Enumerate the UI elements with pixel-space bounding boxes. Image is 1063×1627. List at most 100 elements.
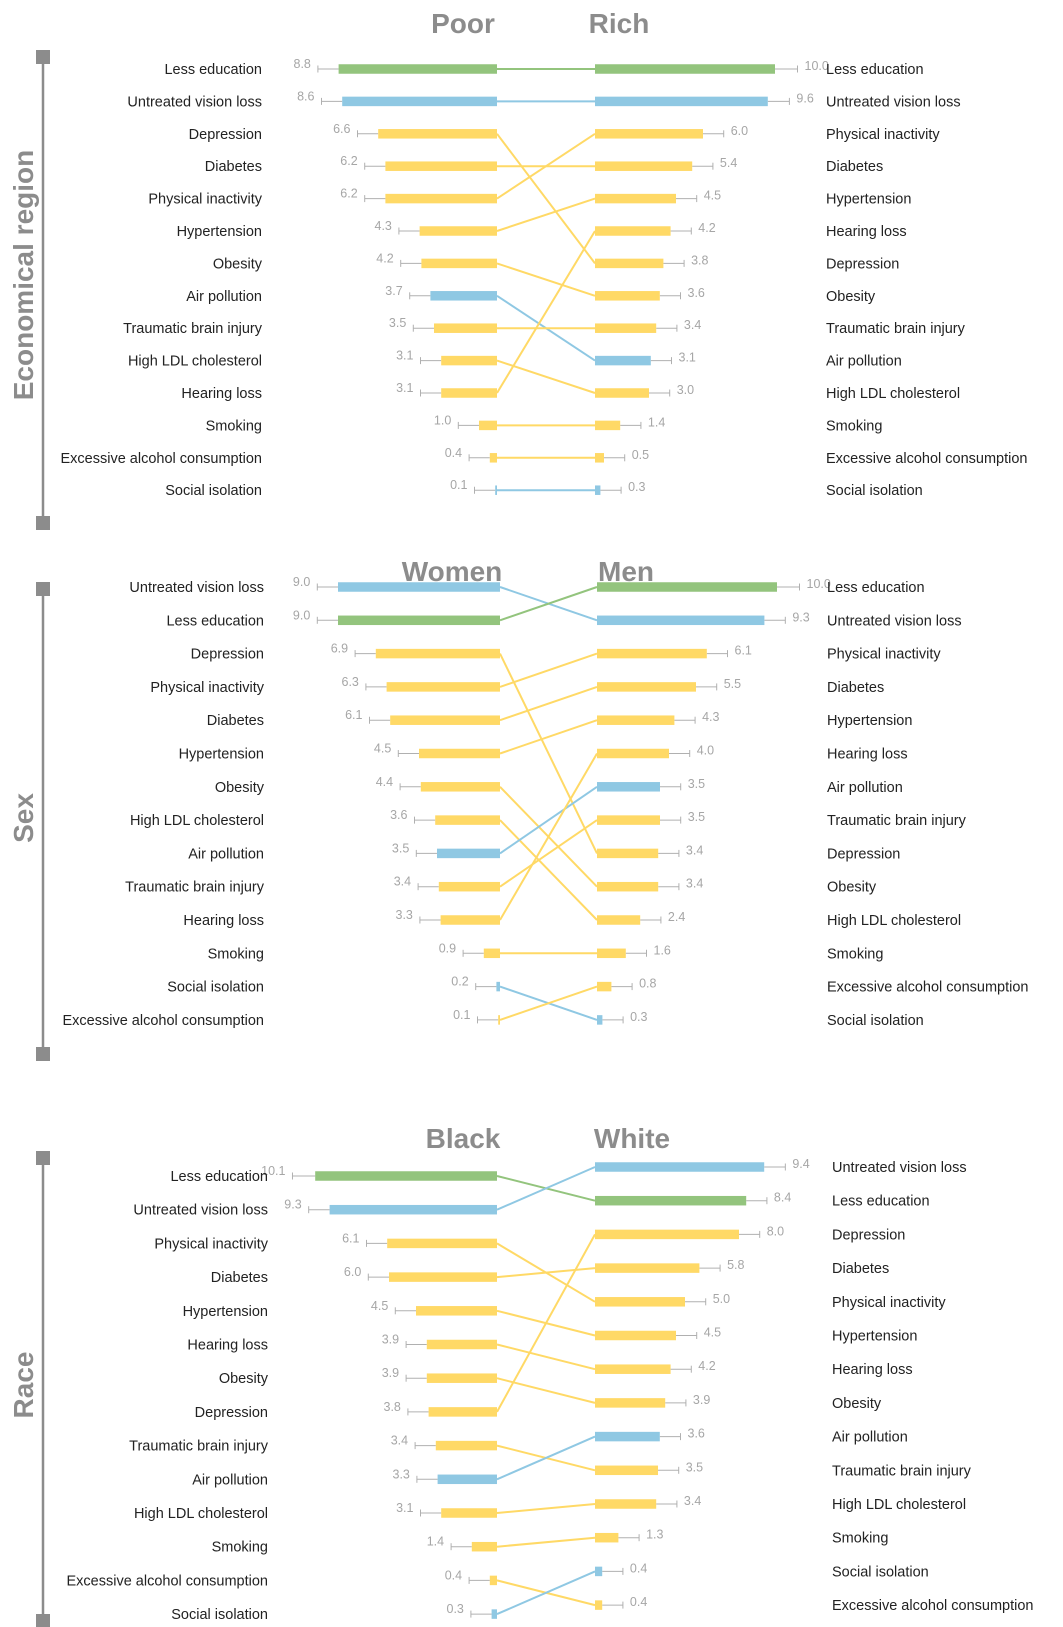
risk-factor-label-right: Untreated vision loss	[826, 94, 961, 110]
value-label-right: 3.4	[684, 318, 701, 332]
connector-line	[499, 719, 598, 755]
connector-line	[499, 685, 598, 722]
bar-left-diabetes	[385, 161, 497, 171]
bar-left-smoking	[483, 948, 500, 959]
value-label-right: 3.9	[693, 1393, 710, 1407]
risk-factor-label-right: Obesity	[832, 1396, 882, 1412]
risk-factor-label-left: Social isolation	[167, 980, 264, 996]
risk-factor-label-left: Air pollution	[188, 846, 264, 862]
risk-factor-label-right: Air pollution	[832, 1430, 908, 1446]
risk-factor-label-left: Untreated vision loss	[129, 580, 264, 596]
value-label-right: 8.0	[767, 1224, 784, 1238]
risk-factor-label-right: Less education	[826, 62, 924, 78]
bar-right-diabetes	[595, 1263, 700, 1273]
risk-factor-label-left: Air pollution	[186, 289, 262, 305]
value-label-left: 0.1	[450, 478, 467, 492]
connector-line	[496, 359, 596, 394]
section-axis-marker-bottom	[36, 1047, 50, 1061]
risk-factor-label-left: Excessive alcohol consumption	[67, 1573, 269, 1589]
value-label-right: 0.5	[632, 448, 649, 462]
risk-factor-label-left: Smoking	[206, 418, 262, 434]
value-label-left: 3.4	[394, 875, 411, 889]
risk-factor-label-left: Diabetes	[205, 159, 262, 175]
risk-factor-label-left: High LDL cholesterol	[130, 813, 264, 829]
bar-right-social-isolation	[597, 1015, 603, 1025]
value-label-right: 0.3	[628, 480, 645, 494]
value-label-left: 3.6	[390, 808, 407, 822]
risk-factor-label-right: Less education	[832, 1194, 930, 1210]
value-label-right: 10.0	[805, 59, 829, 73]
value-label-right: 6.1	[735, 644, 752, 658]
value-label-right: 4.0	[697, 744, 714, 758]
value-label-left: 4.5	[371, 1299, 388, 1313]
risk-factor-label-right: Physical inactivity	[827, 647, 941, 663]
connector-line	[499, 819, 598, 888]
value-label-right: 4.5	[704, 1326, 721, 1340]
risk-factor-label-left: Obesity	[219, 1371, 269, 1387]
bar-right-obesity	[597, 881, 659, 892]
risk-factor-label-right: Traumatic brain injury	[827, 813, 967, 829]
bar-right-high-ldl-cholesterol	[597, 915, 641, 925]
value-label-right: 3.6	[688, 1427, 705, 1441]
bar-right-smoking	[597, 948, 626, 959]
bar-left-traumatic-brain-injury	[435, 1440, 497, 1451]
risk-factor-label-left: Physical inactivity	[154, 1236, 268, 1252]
risk-factor-label-left: Less education	[170, 1169, 268, 1185]
risk-factor-label-left: Smoking	[208, 946, 264, 962]
bar-right-high-ldl-cholesterol	[595, 1499, 657, 1509]
section-axis-marker-top	[36, 582, 50, 596]
risk-factor-label-right: Air pollution	[826, 354, 902, 370]
value-label-left: 3.1	[396, 1501, 413, 1515]
right-group-title: Rich	[589, 8, 650, 39]
bar-left-hearing-loss	[440, 915, 500, 925]
risk-factor-label-right: Excessive alcohol consumption	[832, 1598, 1034, 1614]
value-label-left: 1.4	[427, 1535, 444, 1549]
risk-factor-label-left: High LDL cholesterol	[128, 354, 262, 370]
value-label-left: 4.4	[376, 775, 393, 789]
value-label-left: 3.1	[396, 381, 413, 395]
risk-factor-label-left: Depression	[195, 1405, 268, 1421]
bar-left-physical-inactivity	[386, 682, 500, 692]
value-label-left: 0.3	[447, 1602, 464, 1616]
bar-left-diabetes	[390, 715, 500, 725]
value-label-right: 0.3	[630, 1010, 647, 1024]
bar-left-high-ldl-cholesterol	[441, 1508, 497, 1518]
risk-factor-label-right: Hearing loss	[832, 1362, 913, 1378]
value-label-left: 4.5	[374, 742, 391, 756]
value-label-right: 5.4	[720, 156, 737, 170]
value-label-right: 10.0	[807, 577, 831, 591]
section-axis-marker-bottom	[36, 516, 50, 530]
value-label-right: 8.4	[774, 1191, 791, 1205]
risk-factor-label-right: Untreated vision loss	[832, 1160, 967, 1176]
bar-right-less-education	[595, 64, 775, 74]
risk-factor-label-right: Untreated vision loss	[827, 613, 962, 629]
bar-left-traumatic-brain-injury	[438, 881, 500, 892]
value-label-right: 3.5	[688, 777, 705, 791]
value-label-left: 6.3	[342, 675, 359, 689]
value-label-right: 9.6	[796, 91, 813, 105]
value-label-left: 9.3	[284, 1198, 301, 1212]
bar-left-social-isolation	[496, 981, 500, 992]
connector-line	[499, 985, 598, 1021]
bar-right-less-education	[597, 582, 777, 592]
risk-factor-label-left: Depression	[191, 647, 264, 663]
section-label-race: Race	[8, 1352, 39, 1419]
risk-factor-label-left: Obesity	[213, 256, 263, 272]
value-label-left: 6.1	[345, 708, 362, 722]
value-label-left: 9.0	[293, 575, 310, 589]
bar-right-traumatic-brain-injury	[597, 815, 660, 825]
bar-left-excessive-alcohol-consumption	[489, 453, 497, 463]
bar-left-physical-inactivity	[385, 193, 497, 204]
risk-factor-label-left: Untreated vision loss	[133, 1203, 268, 1219]
bar-left-untreated-vision-loss	[329, 1204, 497, 1215]
value-label-left: 0.2	[451, 975, 468, 989]
value-label-right: 3.0	[677, 383, 694, 397]
risk-factor-label-left: Excessive alcohol consumption	[61, 451, 263, 467]
risk-factor-label-left: Excessive alcohol consumption	[63, 1013, 265, 1029]
bar-right-depression	[597, 848, 659, 859]
risk-factor-label-left: Less education	[164, 62, 262, 78]
bar-left-hypertension	[416, 1306, 497, 1316]
bar-left-air-pollution	[437, 848, 500, 859]
connector-line	[496, 1570, 596, 1616]
